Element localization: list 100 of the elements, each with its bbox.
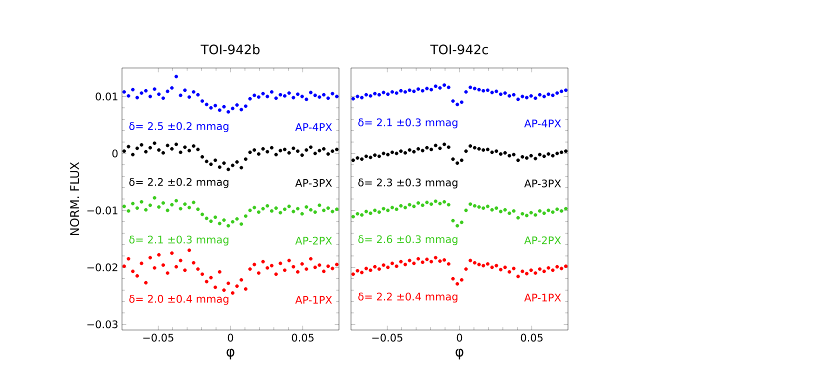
- point: [356, 268, 360, 273]
- point: [516, 274, 520, 278]
- point: [438, 202, 442, 206]
- point: [529, 268, 533, 272]
- y-tick-label: 0: [112, 149, 118, 158]
- point: [274, 152, 278, 156]
- point: [368, 268, 372, 272]
- point: [360, 157, 364, 161]
- point: [308, 208, 313, 212]
- point: [126, 209, 130, 213]
- point: [364, 154, 368, 158]
- point: [300, 212, 304, 216]
- point: [446, 145, 450, 149]
- point: [486, 262, 490, 266]
- point: [516, 158, 520, 162]
- point: [214, 104, 218, 108]
- point: [304, 148, 308, 152]
- point: [542, 211, 546, 216]
- point: [416, 87, 420, 91]
- point: [300, 94, 304, 98]
- point: [174, 74, 178, 78]
- point: [218, 108, 222, 112]
- point: [377, 267, 382, 271]
- point: [235, 103, 239, 107]
- point: [364, 210, 368, 214]
- point: [451, 157, 455, 161]
- annotation: AP-3PX: [524, 180, 561, 188]
- point: [430, 260, 434, 264]
- point: [373, 264, 377, 269]
- point: [482, 206, 486, 210]
- point: [390, 150, 394, 154]
- point: [252, 94, 256, 98]
- point: [416, 201, 420, 205]
- point: [403, 262, 408, 266]
- point: [446, 262, 450, 266]
- point: [508, 211, 512, 216]
- point: [425, 146, 429, 150]
- point: [296, 270, 300, 274]
- point: [187, 206, 192, 210]
- point: [292, 96, 296, 100]
- point: [434, 144, 438, 148]
- point: [382, 263, 386, 267]
- point: [292, 146, 296, 150]
- point: [564, 206, 568, 210]
- point: [386, 152, 390, 156]
- point: [394, 152, 398, 156]
- point: [551, 210, 555, 214]
- point: [482, 264, 486, 268]
- point: [546, 208, 550, 212]
- point: [266, 204, 270, 208]
- point: [434, 256, 438, 260]
- point: [187, 148, 192, 152]
- annotation: δ= 2.3 ±0.3 mmag: [358, 178, 458, 188]
- point: [464, 149, 468, 153]
- point: [200, 99, 204, 103]
- point: [446, 202, 450, 206]
- annotation: AP-4PX: [295, 123, 332, 131]
- y-tick-label: −0.02: [87, 263, 118, 272]
- point: [240, 222, 244, 226]
- point: [477, 147, 481, 151]
- point: [261, 147, 265, 151]
- point: [152, 266, 156, 270]
- point: [204, 102, 208, 106]
- point: [135, 96, 139, 100]
- point: [403, 90, 408, 94]
- point: [360, 213, 364, 217]
- point: [218, 270, 222, 274]
- point: [304, 205, 308, 209]
- point: [157, 92, 161, 96]
- point: [240, 166, 244, 170]
- point: [486, 204, 490, 208]
- point: [152, 196, 156, 200]
- point: [313, 210, 317, 214]
- point: [157, 205, 161, 209]
- point: [564, 88, 568, 92]
- x-tick-label: −0.05: [143, 334, 174, 342]
- point: [403, 151, 408, 155]
- point: [278, 148, 282, 152]
- point: [394, 264, 398, 268]
- x-tick-label: 0.05: [292, 334, 314, 342]
- point: [226, 224, 230, 228]
- point: [209, 219, 213, 224]
- point: [498, 92, 503, 96]
- point: [377, 210, 382, 214]
- point: [270, 264, 274, 268]
- point: [382, 152, 386, 156]
- point: [542, 94, 546, 98]
- point: [122, 204, 126, 208]
- point: [498, 210, 503, 214]
- point: [126, 94, 130, 98]
- x-tick-label: 0.05: [520, 334, 543, 342]
- point: [192, 144, 196, 148]
- point: [524, 272, 529, 276]
- annotation: δ= 2.1 ±0.3 mmag: [129, 236, 228, 246]
- point: [490, 266, 494, 270]
- point: [196, 148, 200, 152]
- point: [204, 280, 208, 284]
- point: [135, 146, 139, 150]
- point: [390, 262, 394, 266]
- point: [408, 258, 412, 262]
